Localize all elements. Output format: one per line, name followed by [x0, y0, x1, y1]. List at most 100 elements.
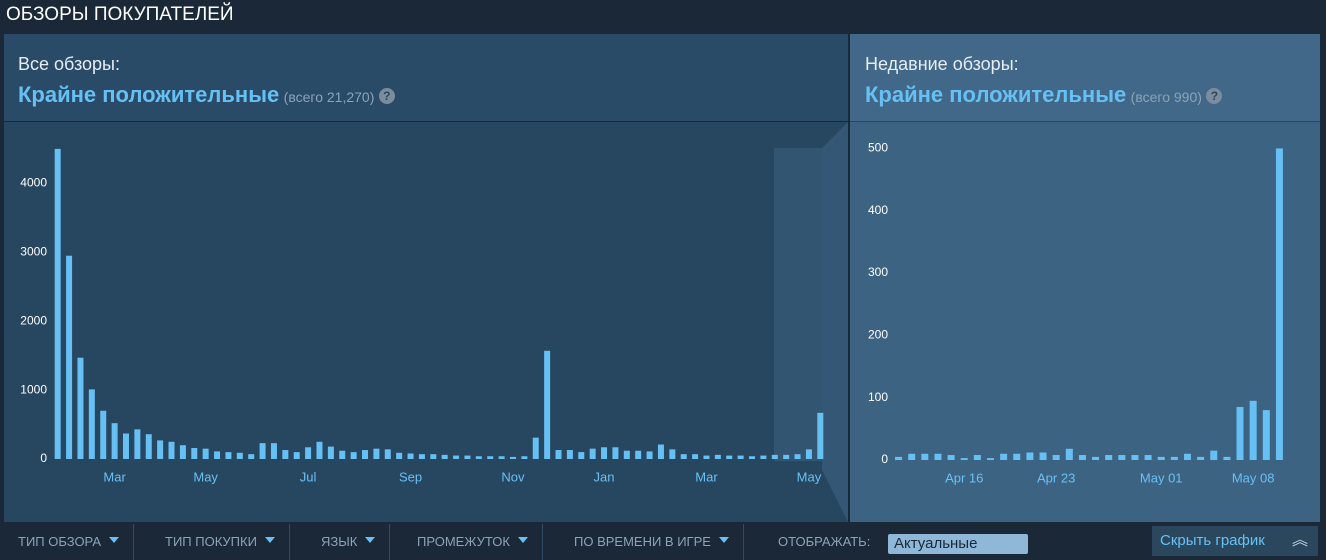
label: Недавние обзоры:	[865, 54, 1019, 74]
bar	[1065, 448, 1073, 460]
x-tick-label: Sep	[399, 469, 422, 484]
bar	[987, 458, 994, 460]
bar	[214, 451, 221, 459]
display-select[interactable]: Актуальные	[888, 534, 1028, 554]
bar	[1144, 455, 1152, 460]
section-title: ОБЗОРЫ ПОКУПАТЕЛЕЙ	[6, 4, 234, 25]
bar	[1052, 455, 1060, 460]
bar	[225, 452, 232, 459]
filter-dropdown[interactable]: ТИП ПОКУПКИ	[151, 524, 290, 560]
x-tick-label: May 08	[1232, 470, 1275, 485]
bar	[589, 448, 596, 459]
bar	[680, 454, 687, 459]
bar	[532, 437, 539, 459]
total: (всего 990)	[1130, 89, 1202, 105]
all-reviews-header	[4, 34, 848, 122]
filter-dropdown[interactable]: ПРОМЕЖУТОК	[403, 524, 543, 560]
bar	[657, 444, 664, 459]
rating: Крайне положительные	[18, 82, 280, 107]
bar	[635, 450, 642, 459]
bar	[771, 454, 778, 459]
bar	[475, 456, 482, 459]
bar	[749, 456, 756, 459]
help-icon[interactable]: ?	[1206, 88, 1223, 104]
rating: Крайне положительные	[865, 82, 1127, 107]
bar	[270, 443, 277, 459]
y-tick-label: 200	[868, 328, 888, 342]
rating-row: Крайне положительные (всего 990) ?	[865, 82, 1223, 108]
bar	[54, 148, 61, 460]
x-tick-label: Apr 16	[945, 470, 983, 485]
bar	[464, 455, 471, 459]
display-value: Актуальные	[894, 535, 978, 552]
help-icon[interactable]: ?	[378, 88, 395, 104]
zoom-range	[774, 148, 822, 461]
filter-dropdown[interactable]: ТИП ОБЗОРА	[4, 524, 135, 560]
hide-graph-button[interactable]: Скрыть график ︽	[1152, 526, 1318, 556]
recent-reviews-header	[850, 34, 1320, 122]
bar	[1170, 456, 1178, 460]
bar	[179, 445, 186, 459]
bar	[578, 452, 585, 459]
bar	[362, 450, 369, 459]
rating-row: Крайне положительные (всего 21,270) ?	[18, 82, 395, 108]
y-tick-label: 3000	[20, 244, 47, 258]
bar	[396, 452, 403, 459]
filter-dropdown[interactable]: ЯЗЫК	[307, 524, 391, 560]
bar	[1223, 456, 1231, 460]
bar	[1236, 407, 1244, 460]
x-tick-label: Mar	[695, 469, 718, 484]
bar	[1131, 455, 1139, 460]
bar	[134, 429, 141, 459]
bar	[1157, 456, 1165, 460]
bar	[1118, 455, 1126, 460]
total: (всего 21,270)	[283, 89, 375, 105]
bar	[692, 454, 699, 459]
bar	[157, 440, 164, 459]
bar	[145, 434, 152, 459]
bar	[601, 447, 608, 459]
y-tick-label: 100	[868, 390, 888, 404]
bar	[373, 448, 380, 459]
bar	[77, 357, 84, 459]
filter-dropdown[interactable]: ПО ВРЕМЕНИ В ИГРЕ	[560, 524, 744, 560]
bar	[316, 441, 323, 459]
bar	[66, 255, 73, 459]
bar	[350, 452, 357, 459]
bar	[783, 454, 790, 459]
bar	[282, 450, 289, 459]
bar	[168, 441, 175, 459]
y-tick-label: 500	[868, 141, 888, 155]
bar	[236, 452, 243, 459]
bar	[794, 454, 801, 459]
bar	[1210, 450, 1218, 460]
bar	[122, 433, 129, 459]
bar	[703, 455, 710, 459]
x-tick-label: Mar	[103, 469, 126, 484]
bar	[555, 450, 562, 459]
y-tick-label: 1000	[20, 382, 47, 396]
bar	[509, 456, 516, 459]
y-tick-label: 0	[881, 452, 888, 466]
hide-graph-text: Скрыть график	[1160, 532, 1265, 549]
bar	[1092, 456, 1100, 460]
y-tick-label: 2000	[20, 313, 47, 327]
bar	[1262, 410, 1270, 460]
bar	[934, 453, 942, 460]
bar	[1026, 452, 1034, 460]
bar	[669, 449, 676, 459]
x-tick-label: Jul	[300, 469, 317, 484]
bar	[1000, 453, 1008, 460]
bar	[339, 450, 346, 459]
bar	[487, 456, 494, 459]
bar	[418, 454, 425, 459]
y-tick-label: 300	[868, 265, 888, 279]
bar	[248, 454, 255, 459]
bar	[947, 455, 955, 460]
bar	[1184, 453, 1191, 460]
bar	[726, 455, 733, 459]
bar	[1039, 452, 1047, 460]
bar	[430, 454, 437, 459]
